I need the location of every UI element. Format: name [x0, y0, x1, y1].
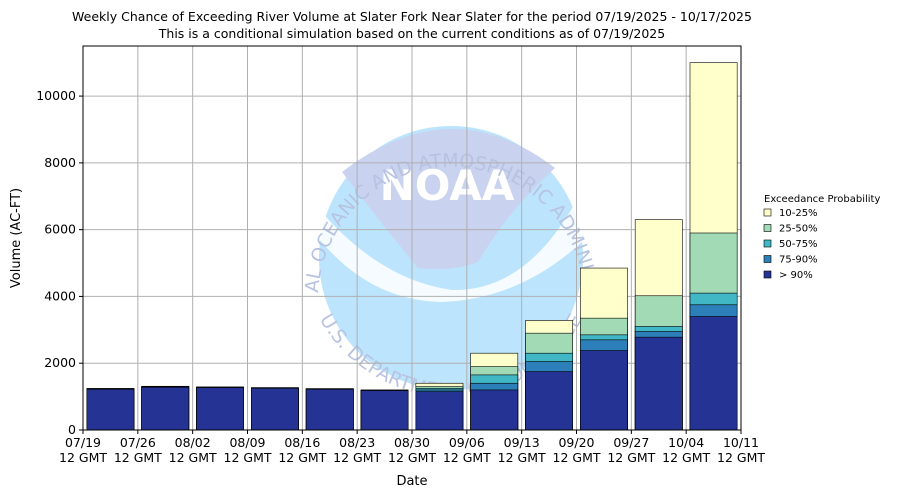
legend-title: Exceedance Probability — [764, 194, 880, 205]
x-tick-date: 09/06 — [449, 435, 485, 450]
x-tick-date: 09/20 — [558, 435, 594, 450]
bar-90 — [305, 388, 354, 431]
y-tick-label: 4000 — [44, 288, 76, 303]
x-tick-date: 10/11 — [723, 435, 759, 450]
x-tick-time: 12 GMT — [169, 450, 217, 465]
y-tick-label: 8000 — [44, 155, 76, 170]
noaa-logo-bird — [342, 128, 555, 270]
x-tick-time: 12 GMT — [224, 450, 272, 465]
legend-swatch — [763, 224, 772, 232]
bar-stacks — [86, 62, 738, 431]
x-tick-date: 08/02 — [175, 435, 211, 450]
y-tick-label: 10000 — [36, 88, 76, 103]
legend-label: > 90% — [779, 270, 813, 281]
x-tick-time: 12 GMT — [114, 450, 162, 465]
bar-90 — [470, 389, 519, 431]
x-tick-time: 12 GMT — [333, 450, 381, 465]
bar-90 — [525, 371, 573, 431]
bar-90 — [141, 386, 190, 431]
noaa-logo-wave — [320, 190, 584, 302]
bar-90 — [86, 388, 135, 431]
legend-label: 50-75% — [779, 239, 818, 250]
x-tick-time: 12 GMT — [388, 450, 436, 465]
legend-swatch — [763, 208, 772, 217]
x-tick-time: 12 GMT — [607, 450, 655, 465]
noaa-logo-text: NOAA — [380, 161, 515, 210]
y-tick-label: 6000 — [44, 222, 76, 237]
x-tick-time: 12 GMT — [717, 450, 765, 465]
y-tick-label: 2000 — [44, 355, 76, 370]
bar-90 — [360, 390, 409, 431]
chart-subtitle: This is a conditional simulation based o… — [158, 26, 665, 41]
legend-swatch — [763, 255, 772, 263]
legend: Exceedance Probability 10-25% 25-50% 50-75… — [763, 194, 880, 281]
x-tick-time: 12 GMT — [443, 450, 491, 465]
bar-90 — [634, 336, 683, 431]
x-tick-date: 10/04 — [668, 435, 704, 450]
legend-swatch — [763, 239, 772, 248]
x-tick-date: 07/19 — [65, 435, 101, 450]
x-tick-date: 09/13 — [504, 435, 540, 450]
x-tick-time: 12 GMT — [59, 450, 107, 465]
bar-90 — [415, 391, 464, 431]
x-tick-date: 08/16 — [284, 435, 320, 450]
x-tick-date: 07/26 — [120, 435, 156, 450]
bar-90 — [196, 387, 244, 431]
legend-label: 10-25% — [779, 208, 818, 219]
chart-title: Weekly Chance of Exceeding River Volume … — [72, 9, 752, 24]
x-tick-date: 08/09 — [229, 435, 265, 450]
x-tick-date: 08/23 — [339, 435, 375, 450]
legend-swatch — [763, 270, 772, 279]
y-tick-label: 0 — [68, 422, 76, 437]
bar-90 — [580, 350, 628, 431]
x-tick-time: 12 GMT — [278, 450, 326, 465]
x-axis-label: Date — [396, 474, 427, 489]
legend-label: 75-90% — [779, 255, 818, 266]
bar-90 — [689, 316, 738, 431]
noaa-watermark: NOAA NATIONAL OCEANIC AND ATMOSPHERIC AD… — [0, 0, 601, 402]
x-tick-time: 12 GMT — [553, 450, 601, 465]
y-axis: 0 2000 4000 6000 8000 10000 — [36, 88, 83, 437]
x-tick-date: 09/27 — [613, 435, 649, 450]
x-tick-date: 08/30 — [394, 435, 430, 450]
x-tick-time: 12 GMT — [662, 450, 710, 465]
bar-90 — [251, 387, 299, 431]
x-tick-time: 12 GMT — [498, 450, 546, 465]
legend-label: 25-50% — [779, 224, 818, 235]
y-axis-label: Volume (AC-FT) — [9, 188, 24, 288]
